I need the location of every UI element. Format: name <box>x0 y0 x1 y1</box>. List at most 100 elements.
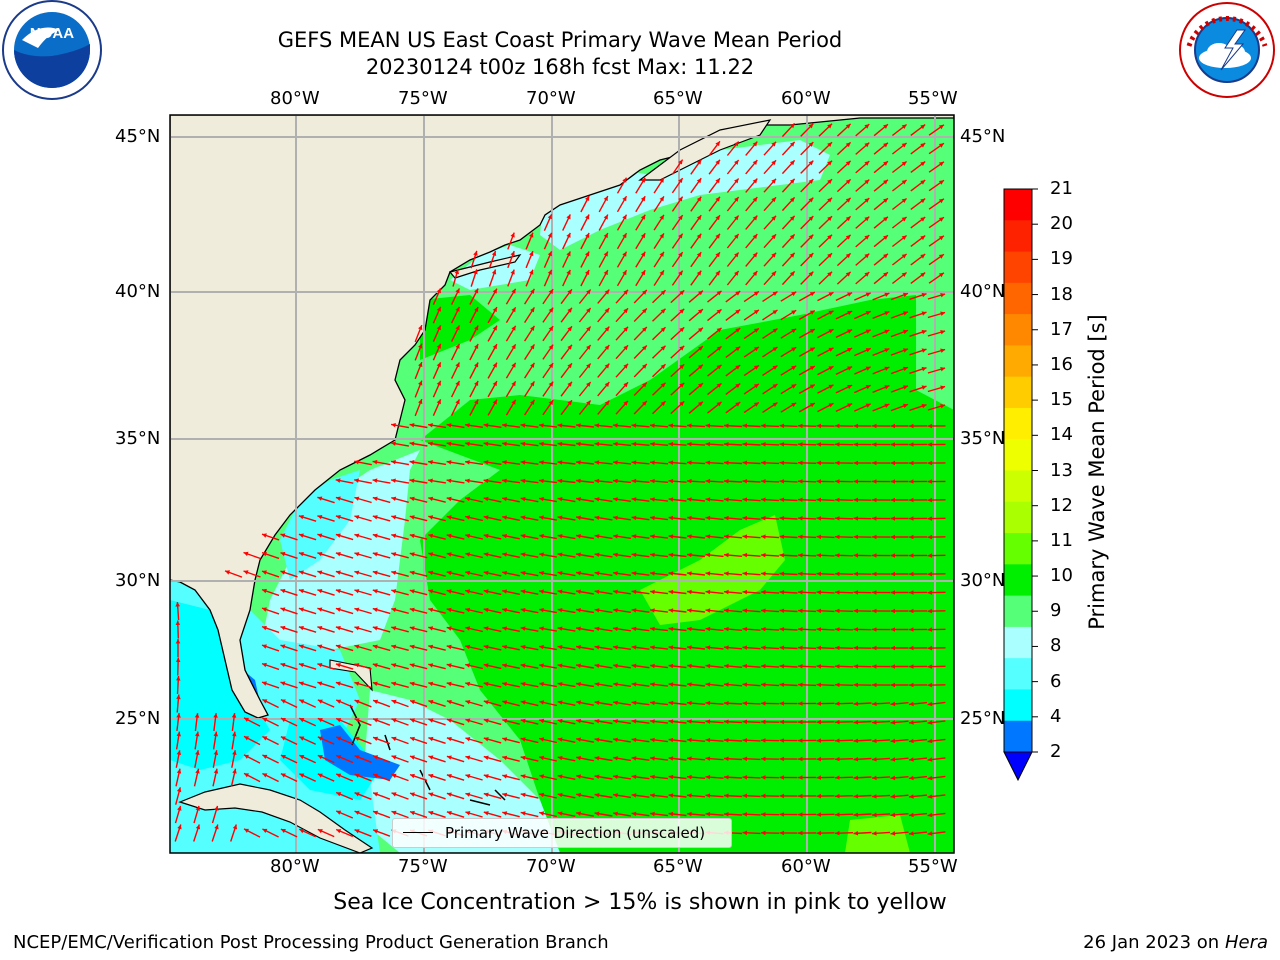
wave-arrow-head <box>631 497 637 502</box>
wave-arrow-head <box>474 399 479 405</box>
wave-arrow-head <box>865 348 871 353</box>
wave-arrow-head <box>623 363 628 369</box>
colorbar-tick-label: 21 <box>1050 178 1073 199</box>
wave-arrow-head <box>335 478 341 483</box>
wave-arrow-head <box>548 363 554 369</box>
wave-arrow-head <box>446 644 452 650</box>
wave-arrow-head <box>225 570 230 575</box>
lon-label-bottom: 55°W <box>908 856 958 877</box>
wave-arrow-head <box>659 196 664 202</box>
wave-arrow-head <box>428 552 434 557</box>
wave-arrow-head <box>213 713 218 718</box>
wave-arrow-head <box>724 719 729 724</box>
wave-arrow-head <box>864 272 870 277</box>
wave-arrow-head <box>280 681 286 686</box>
wave-arrow-head <box>872 590 877 595</box>
wave-arrow-head <box>853 664 858 669</box>
wave-arrow-head <box>465 718 471 723</box>
wave-arrow-head <box>798 793 803 799</box>
wave-arrow-head <box>909 757 914 762</box>
wave-arrow-head <box>798 534 803 539</box>
wave-arrow-head <box>901 217 907 222</box>
lon-label-top: 65°W <box>653 88 703 109</box>
wave-arrow-head <box>298 663 304 668</box>
wave-arrow-head <box>779 627 785 632</box>
wave-arrow-head <box>567 326 572 332</box>
wave-arrow-head <box>576 478 581 484</box>
wave-arrow-head <box>510 251 515 257</box>
wave-arrow-head <box>474 362 479 368</box>
wave-arrow-head <box>539 515 544 520</box>
wave-arrow-head <box>864 161 870 166</box>
wave-arrow-head <box>827 234 832 240</box>
wave-arrow-head <box>539 589 544 594</box>
wave-arrow-head <box>231 713 237 718</box>
wave-arrow-head <box>354 718 360 723</box>
wave-arrow-head <box>921 348 927 353</box>
wave-arrow-head <box>872 775 877 781</box>
wave-arrow-head <box>557 682 563 687</box>
wave-arrow-head <box>816 775 821 780</box>
wave-arrow-head <box>715 252 720 258</box>
wave-arrow-head <box>678 196 683 202</box>
wave-arrow-head <box>428 478 433 483</box>
wave-arrow-head <box>613 663 618 669</box>
wave-arrow-head <box>909 571 914 577</box>
wave-arrow-head <box>901 143 907 148</box>
wave-arrow-head <box>232 750 237 755</box>
wave-arrow-head <box>613 589 618 595</box>
wave-arrow-head <box>660 290 666 295</box>
wave-arrow-head <box>391 736 397 742</box>
wave-arrow-head <box>640 214 646 220</box>
wave-arrow-head <box>298 607 304 612</box>
wave-arrow-head <box>176 713 181 718</box>
wave-arrow-head <box>734 197 739 202</box>
wave-arrow-head <box>687 811 692 817</box>
wave-arrow-head <box>761 663 766 669</box>
wave-arrow-head <box>299 736 305 741</box>
colorbar-swatch <box>1004 720 1032 753</box>
wave-arrow-head <box>883 253 888 259</box>
wave-arrow-head <box>809 310 815 315</box>
wave-arrow-head <box>631 811 637 817</box>
wave-arrow-head <box>567 289 572 295</box>
wave-arrow-head <box>809 384 815 389</box>
wave-arrow-head <box>465 774 471 779</box>
wave-arrow-head <box>872 757 877 762</box>
wave-arrow-head <box>446 792 452 797</box>
wave-arrow-head <box>772 402 778 407</box>
wave-arrow-head <box>845 142 851 148</box>
wave-arrow-head <box>557 755 563 761</box>
wave-arrow-head <box>816 719 821 725</box>
wave-arrow-head <box>845 234 851 240</box>
wave-arrow-head <box>853 812 859 817</box>
wave-arrow-head <box>668 700 674 706</box>
colorbar-tick-label: 19 <box>1050 248 1073 270</box>
wave-arrow-head <box>623 382 628 388</box>
wave-arrow-head <box>890 738 896 744</box>
wave-arrow-head <box>557 718 563 724</box>
wave-arrow-head <box>705 774 711 780</box>
wave-arrow-head <box>650 626 655 632</box>
wave-arrow-head <box>668 460 674 465</box>
wave-arrow-head <box>772 384 778 389</box>
wave-arrow-head <box>927 738 933 744</box>
wave-arrow-head <box>492 344 497 350</box>
colorbar-extend-triangle <box>1003 751 1033 782</box>
wave-arrow-head <box>594 441 600 447</box>
wave-arrow-head <box>465 663 471 668</box>
wave-arrow-head <box>716 327 722 333</box>
wave-arrow-head <box>724 515 729 521</box>
wave-arrow-head <box>687 460 692 465</box>
wave-arrow-head <box>175 657 181 662</box>
wave-arrow-head <box>280 644 286 649</box>
wave-arrow-head <box>576 589 581 594</box>
wave-arrow-head <box>872 738 877 744</box>
colorbar-swatch <box>1004 345 1032 378</box>
wave-arrow-head <box>335 533 341 538</box>
wave-arrow-head <box>827 142 832 147</box>
wave-arrow-head <box>336 810 342 815</box>
wave-arrow-head <box>687 663 692 669</box>
wave-arrow-head <box>557 515 563 520</box>
wave-arrow-head <box>696 196 702 202</box>
